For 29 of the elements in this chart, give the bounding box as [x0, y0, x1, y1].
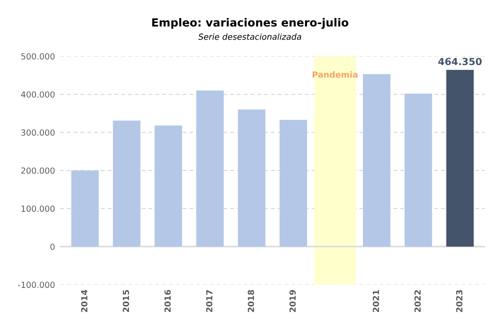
y-tick-label: 200.000: [21, 167, 55, 174]
annotation: Pandemia: [312, 71, 358, 78]
y-tick-label: 100.000: [22, 206, 55, 212]
x-tick-label: 2017: [206, 290, 212, 312]
chart-title: Empleo: variaciones enero-julio: [152, 18, 348, 29]
bar: [112, 120, 140, 247]
bar: [154, 126, 182, 247]
y-tick-label: -100.000: [18, 282, 55, 288]
chart-subtitle: Serie desestacionalizada: [198, 33, 302, 40]
bar: [280, 120, 308, 247]
y-tick-label: 300.000: [21, 129, 55, 136]
bar: [238, 110, 266, 247]
x-tick-label: 2014: [81, 290, 88, 312]
x-tick-label: 2016: [164, 290, 171, 312]
x-tick-label: 2019: [289, 290, 296, 312]
x-tick-label: 2022: [414, 290, 421, 312]
x-tick-label: 2015: [122, 290, 130, 312]
x-tick-label: 2023: [456, 290, 462, 312]
x-tick-label: 2021: [372, 290, 380, 312]
data-label: 464.350: [438, 58, 482, 66]
x-tick-label: 2018: [248, 290, 254, 312]
bar: [196, 90, 224, 247]
bar: [404, 94, 432, 247]
bar: [362, 74, 390, 247]
y-tick-label: 500.000: [21, 53, 55, 60]
y-tick-label: 400.000: [21, 91, 55, 98]
bar: [446, 70, 474, 247]
bar: [71, 170, 99, 247]
y-tick-label: 0: [50, 244, 55, 250]
